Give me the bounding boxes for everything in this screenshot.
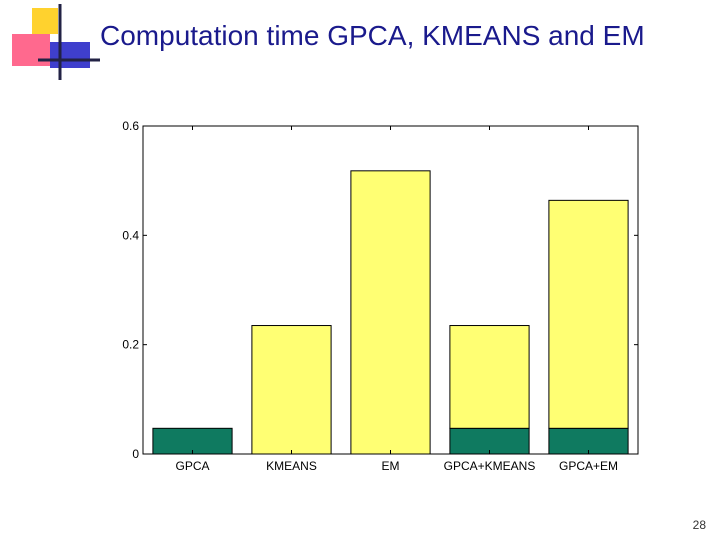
- slide-title: Computation time GPCA, KMEANS and EM: [100, 20, 645, 51]
- bar-gpca-em-segment-1: [548, 427, 629, 455]
- bar-kmeans-segment-2: [251, 325, 332, 455]
- x-tick-label: GPCA+KMEANS: [444, 459, 536, 473]
- slide-logo: [12, 4, 100, 80]
- bar-gpca-em-segment-2: [548, 199, 629, 429]
- y-tick-label: 0: [132, 447, 139, 461]
- bar-em-segment-2: [350, 170, 431, 455]
- bar-gpca-kmeans-segment-2: [449, 325, 530, 429]
- x-tick-label: GPCA+EM: [559, 459, 618, 473]
- x-tick-label: EM: [382, 459, 400, 473]
- logo-blue-square: [50, 42, 90, 68]
- x-tick-label: KMEANS: [266, 459, 317, 473]
- slide-number: 28: [692, 518, 706, 532]
- bar-gpca-kmeans-segment-1: [449, 427, 530, 455]
- y-tick-label: 0.2: [122, 338, 139, 352]
- y-tick-label: 0.4: [122, 228, 139, 242]
- x-tick-label: GPCA: [175, 459, 209, 473]
- logo-yellow-square: [32, 8, 58, 34]
- y-tick-label: 0.6: [122, 119, 139, 133]
